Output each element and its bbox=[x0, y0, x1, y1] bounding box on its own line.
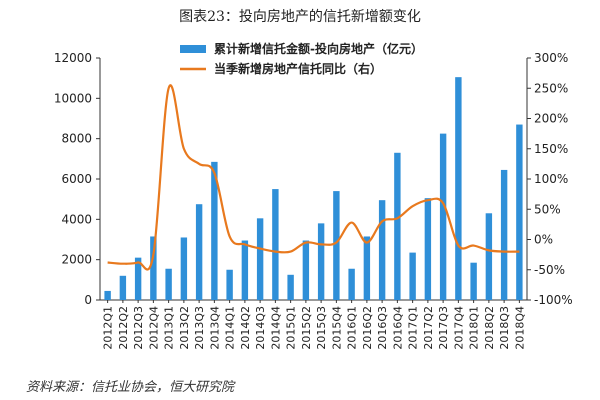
legend-bar-label: 累计新增信托金额-投向房地产（亿元） bbox=[214, 41, 423, 56]
right-tick-label: 200% bbox=[534, 112, 568, 126]
x-tick-label: 2015Q1 bbox=[285, 306, 298, 350]
left-y-axis-ticks: 0 2000 4000 6000 8000 10000 12000 bbox=[54, 51, 100, 307]
left-tick-label: 8000 bbox=[61, 132, 92, 146]
x-tick-label: 2013Q4 bbox=[208, 306, 221, 350]
bar-2017Q2 bbox=[424, 198, 432, 300]
right-tick-label: 0% bbox=[534, 233, 553, 247]
x-tick-label: 2017Q3 bbox=[437, 306, 450, 350]
left-tick-label: 2000 bbox=[61, 253, 92, 267]
x-tick-label: 2018Q4 bbox=[513, 306, 526, 350]
legend-line-label: 当季新增房地产信托同比（右） bbox=[214, 61, 382, 76]
bar-2018Q3 bbox=[500, 169, 508, 300]
bar-2015Q4 bbox=[333, 191, 340, 300]
right-tick-label: -100% bbox=[534, 293, 573, 307]
x-tick-label: 2017Q2 bbox=[422, 306, 435, 350]
line-series bbox=[107, 84, 520, 271]
x-tick-label: 2013Q2 bbox=[178, 306, 191, 350]
left-tick-label: 10000 bbox=[54, 91, 92, 105]
bar-2013Q2 bbox=[180, 237, 188, 300]
x-tick-label: 2015Q4 bbox=[330, 306, 343, 350]
chart-source: 资料来源：信托业协会，恒大研究院 bbox=[26, 380, 235, 395]
legend: 累计新增信托金额-投向房地产（亿元） 当季新增房地产信托同比（右） bbox=[180, 41, 423, 76]
bar-2017Q3 bbox=[439, 133, 447, 300]
bar-2018Q4 bbox=[516, 124, 523, 300]
x-tick-label: 2013Q1 bbox=[163, 306, 176, 350]
right-tick-label: -50% bbox=[534, 263, 565, 277]
x-tick-label: 2012Q3 bbox=[132, 306, 145, 350]
x-tick-label: 2017Q4 bbox=[452, 306, 465, 350]
right-y-axis-ticks: -100% -50% 0% 50% 100% 150% 200% 250% 300% bbox=[527, 51, 573, 307]
bar-2018Q1 bbox=[470, 262, 477, 300]
chart-title: 图表23：投向房地产的信托新增额变化 bbox=[179, 9, 421, 25]
bar-2017Q1 bbox=[409, 252, 416, 300]
bar-2014Q4 bbox=[272, 189, 279, 300]
bar-2016Q4 bbox=[394, 152, 401, 300]
x-tick-label: 2014Q1 bbox=[224, 306, 237, 350]
left-tick-label: 12000 bbox=[54, 51, 92, 65]
left-tick-label: 6000 bbox=[61, 172, 92, 186]
axes bbox=[99, 58, 528, 301]
x-tick-label: 2017Q1 bbox=[407, 306, 420, 350]
bar-2014Q2 bbox=[241, 240, 249, 300]
bar-2012Q2 bbox=[119, 275, 127, 300]
x-tick-label: 2016Q1 bbox=[346, 306, 359, 350]
bar-2016Q3 bbox=[378, 200, 386, 300]
bar-2013Q3 bbox=[195, 204, 203, 300]
x-tick-label: 2015Q2 bbox=[300, 306, 313, 350]
bar-2015Q3 bbox=[317, 223, 325, 300]
left-tick-label: 0 bbox=[84, 293, 92, 307]
x-tick-label: 2014Q2 bbox=[239, 306, 252, 350]
x-tick-label: 2012Q2 bbox=[117, 306, 130, 350]
x-tick-label: 2016Q4 bbox=[391, 306, 404, 350]
right-tick-label: 100% bbox=[534, 172, 568, 186]
bar-2018Q2 bbox=[485, 213, 493, 300]
bar-2013Q4 bbox=[211, 161, 218, 300]
bar-2016Q1 bbox=[348, 268, 355, 300]
bar-2015Q1 bbox=[287, 274, 294, 300]
x-tick-label: 2016Q3 bbox=[376, 306, 389, 350]
legend-bar-swatch bbox=[180, 45, 206, 53]
x-tick-label: 2014Q4 bbox=[269, 306, 282, 350]
bar-2013Q1 bbox=[165, 268, 172, 300]
x-tick-label: 2012Q4 bbox=[147, 306, 160, 350]
right-tick-label: 300% bbox=[534, 51, 568, 65]
bar-2017Q4 bbox=[455, 77, 462, 301]
bar-2014Q3 bbox=[256, 218, 264, 300]
x-tick-label: 2013Q3 bbox=[193, 306, 206, 350]
x-tick-label: 2014Q3 bbox=[254, 306, 267, 350]
right-tick-label: 50% bbox=[534, 202, 561, 216]
bar-2012Q4 bbox=[150, 236, 157, 300]
x-tick-label: 2015Q3 bbox=[315, 306, 328, 350]
right-tick-label: 250% bbox=[534, 81, 568, 95]
bar-2015Q2 bbox=[302, 240, 310, 300]
x-tick-label: 2012Q1 bbox=[102, 306, 115, 350]
x-tick-label: 2018Q2 bbox=[483, 306, 496, 350]
bars bbox=[104, 77, 523, 301]
x-axis-ticks: 2012Q1 2012Q2 2012Q3 2012Q4 2013Q1 2013Q2 2013… bbox=[102, 300, 526, 350]
x-tick-label: 2016Q2 bbox=[361, 306, 374, 350]
bar-2012Q3 bbox=[134, 257, 142, 300]
bar-2012Q1 bbox=[104, 290, 111, 300]
x-tick-label: 2018Q3 bbox=[498, 306, 511, 350]
bar-2016Q2 bbox=[363, 236, 371, 300]
left-tick-label: 4000 bbox=[61, 212, 92, 226]
x-tick-label: 2018Q1 bbox=[468, 306, 481, 350]
yoy-line bbox=[107, 84, 520, 271]
right-tick-label: 150% bbox=[534, 142, 568, 156]
bar-2014Q1 bbox=[226, 269, 233, 300]
